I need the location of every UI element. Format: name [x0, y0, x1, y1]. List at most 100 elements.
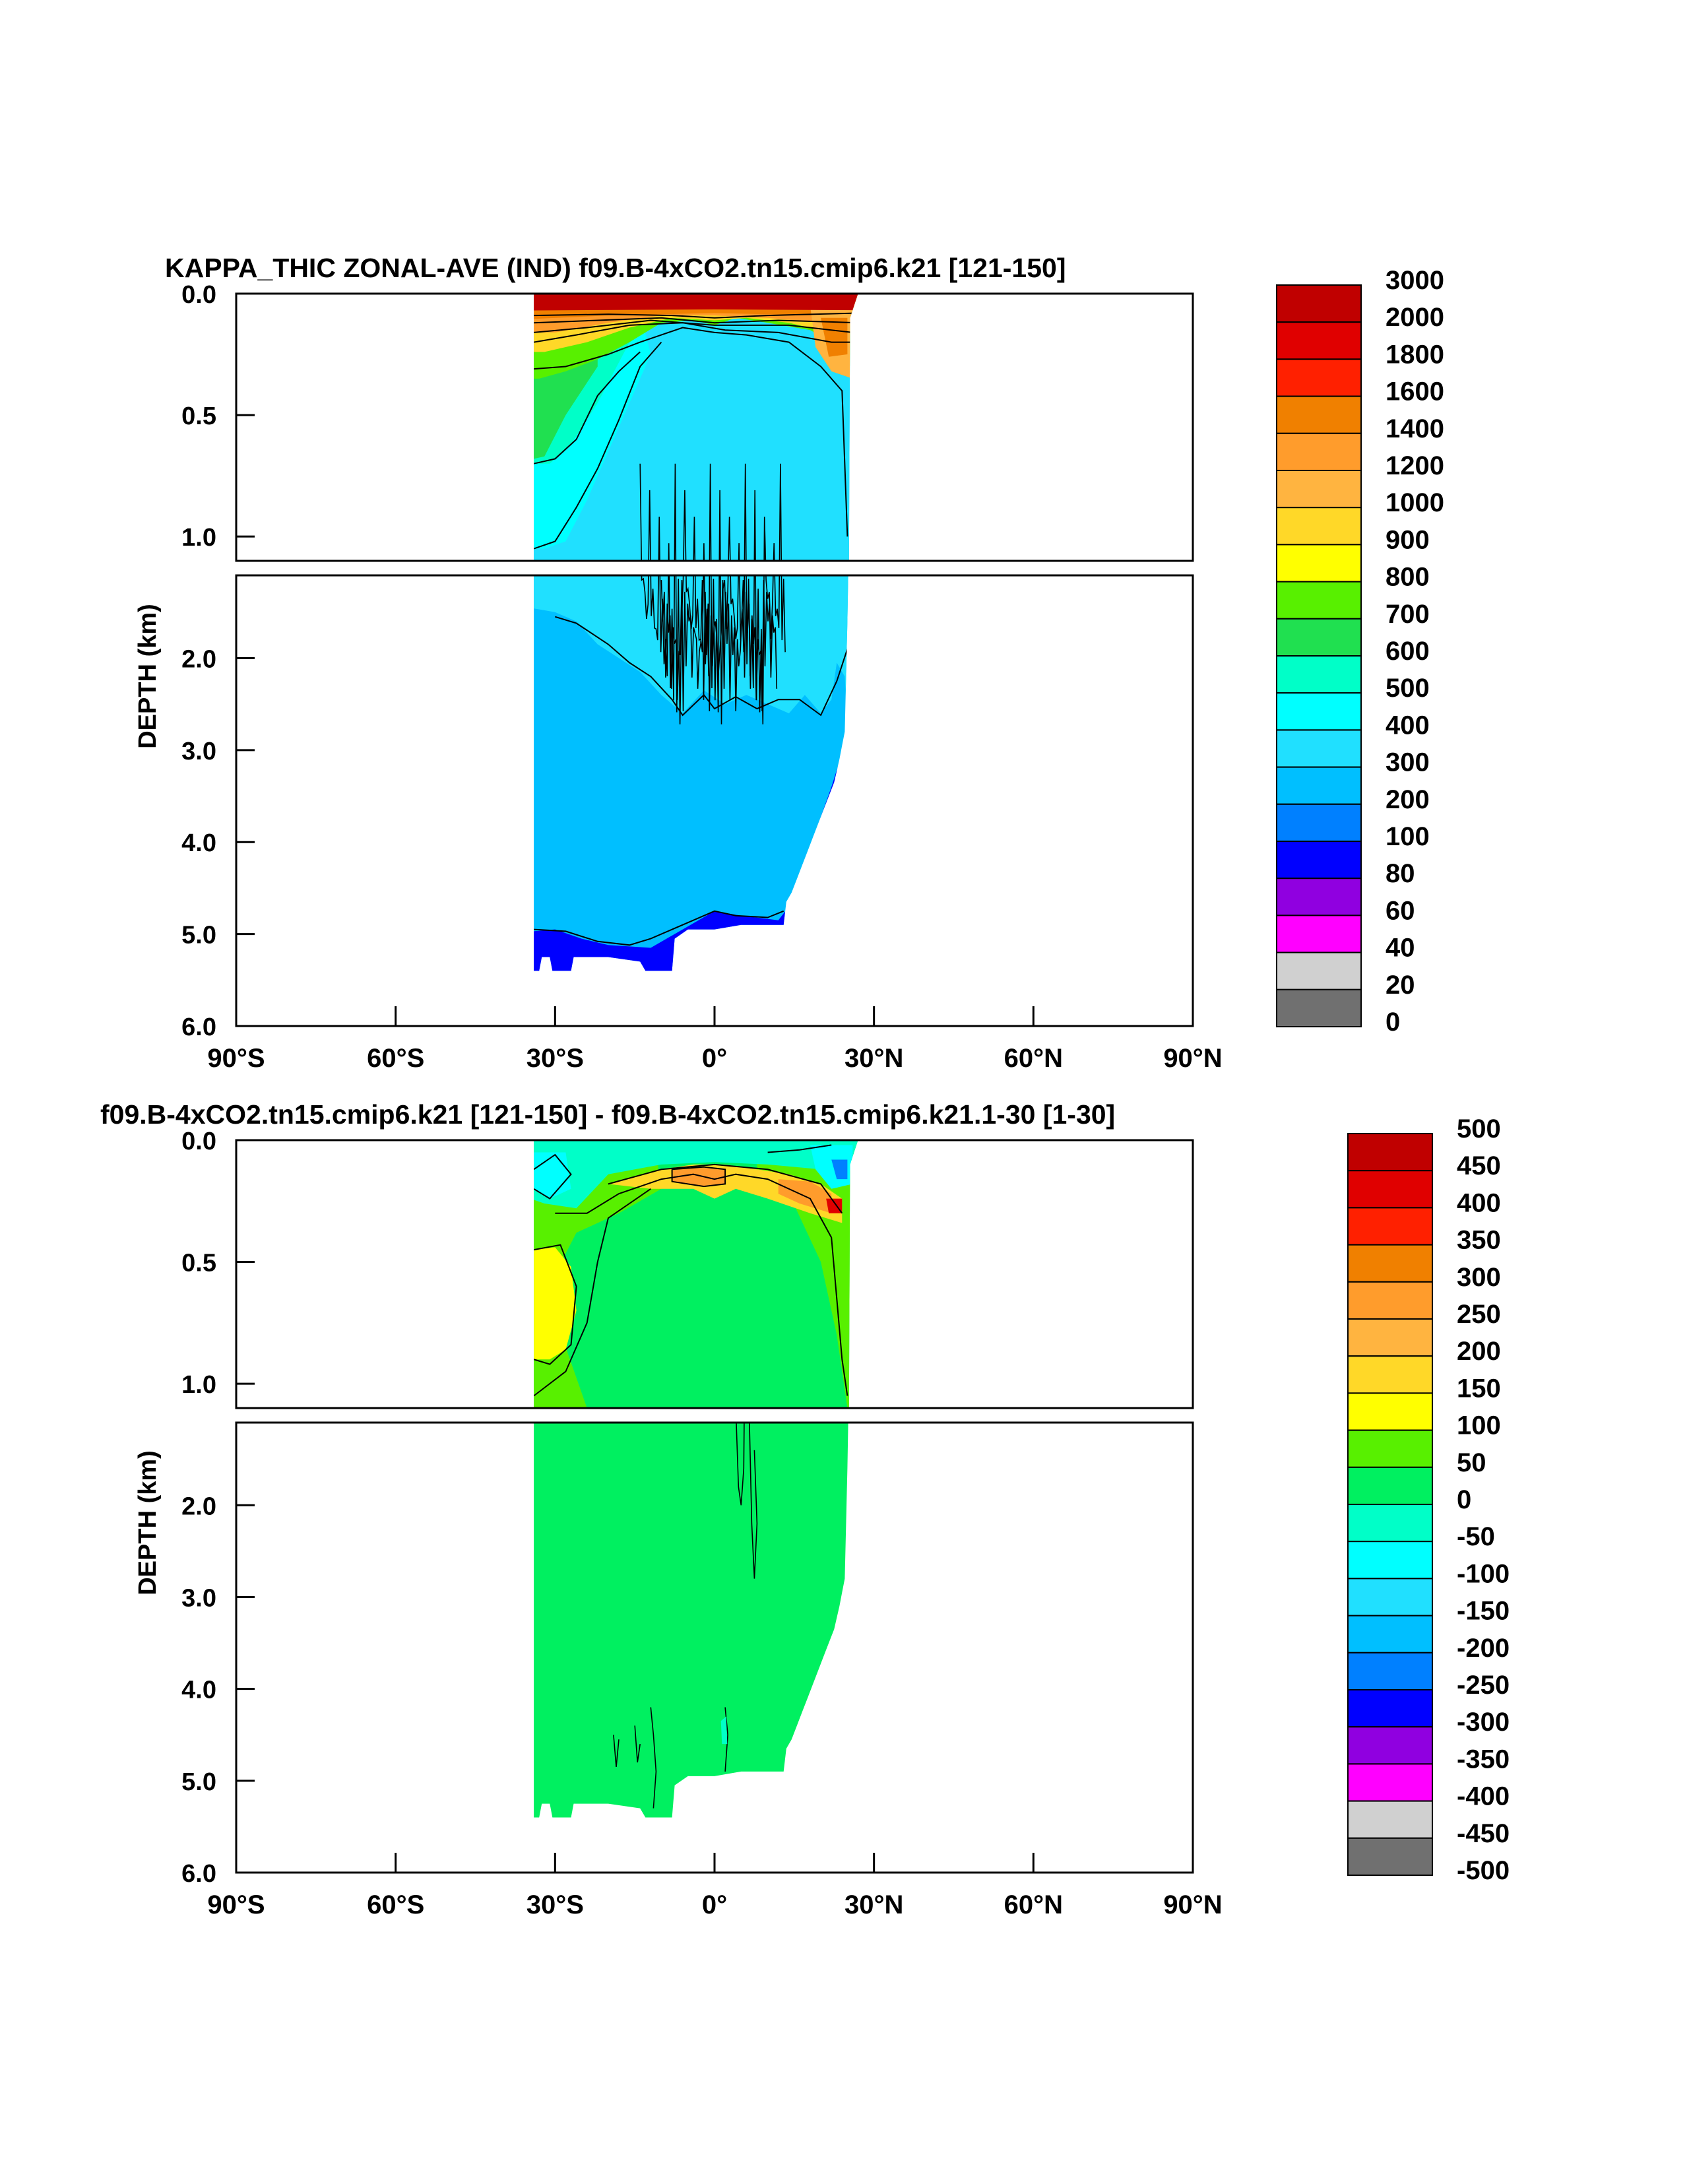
colorbar-swatch [1347, 1466, 1433, 1506]
x-tick-label: 90°S [207, 1890, 265, 1919]
chart-title: KAPPA_THIC ZONAL-AVE (IND) f09.B-4xCO2.t… [165, 253, 1066, 283]
colorbar-label: 1400 [1386, 414, 1444, 443]
colorbar-swatch [1347, 1837, 1433, 1877]
x-axis: 90°S 60°S 30°S 0° 30°N 60°N 90°N [207, 1853, 1223, 1919]
contour-line [534, 351, 641, 465]
x-tick-label: 60°N [1004, 1890, 1063, 1919]
x-tick-label: 60°S [367, 1890, 424, 1919]
colorbar-label: 250 [1457, 1300, 1501, 1329]
y-axis: 0.0 0.5 1.0 2.0 3.0 4.0 5.0 6.0 [181, 1128, 255, 1888]
y-tick-label: 0.0 [181, 281, 216, 309]
contour-line [534, 1153, 572, 1200]
contour-line [767, 1144, 832, 1153]
region-equator-max [672, 1167, 726, 1187]
y-axis-label: DEPTH (km) [134, 1450, 162, 1595]
colorbar-label: 50 [1457, 1448, 1486, 1477]
colorbar-label: -200 [1457, 1634, 1510, 1663]
colorbar-swatch [1347, 1392, 1433, 1431]
colorbar-label: 1800 [1386, 340, 1444, 369]
contour-field-2 [534, 1140, 858, 1818]
colorbar-label: 60 [1386, 896, 1415, 925]
y-tick-label: 1.0 [181, 1371, 216, 1399]
colorbar-swatch [1276, 915, 1362, 953]
colorbar-label: 900 [1386, 525, 1430, 554]
colorbar-label: 80 [1386, 859, 1415, 888]
y-tick-label: 4.0 [181, 1677, 216, 1704]
colorbar-label: 2000 [1386, 303, 1444, 332]
y-tick-label: 2.0 [181, 645, 216, 673]
colorbar-swatch [1276, 655, 1362, 694]
region-surface-layer [534, 294, 858, 311]
colorbar-swatch [1276, 358, 1362, 397]
y-tick-label: 4.0 [181, 829, 216, 857]
colorbar-swatch [1347, 1726, 1433, 1765]
colorbar-swatch [1276, 878, 1362, 916]
colorbar-swatch [1276, 284, 1362, 323]
colorbar-label: -50 [1457, 1522, 1495, 1551]
panel-gap [236, 1408, 1193, 1423]
colorbar-swatch [1347, 1281, 1433, 1320]
x-tick-label: 90°N [1163, 1890, 1222, 1919]
colorbar-label: -300 [1457, 1708, 1510, 1737]
colorbar-label: 350 [1457, 1226, 1501, 1255]
contour-line [748, 1407, 758, 1579]
contour-line [534, 341, 662, 550]
colorbar-label: -150 [1457, 1597, 1510, 1626]
colorbar-swatch [1276, 692, 1362, 731]
colorbar-1: 3000200018001600140012001000900800700600… [1276, 266, 1444, 1037]
contour-line [634, 1725, 641, 1763]
chart-2: f09.B-4xCO2.tn15.cmip6.k21 [121-150] - f… [100, 1099, 1223, 1919]
colorbar-label: 100 [1457, 1411, 1501, 1440]
contour-line-noise [639, 463, 786, 724]
x-tick-label: 30°N [844, 1044, 903, 1073]
contour-line [650, 1707, 657, 1809]
colorbar-label: 400 [1386, 711, 1430, 740]
colorbar-label: 40 [1386, 934, 1415, 963]
colorbar-swatch [1276, 803, 1362, 843]
region-east-neg-core [831, 1159, 848, 1180]
colorbar-swatch [1347, 1355, 1433, 1394]
colorbar-label: 200 [1457, 1337, 1501, 1366]
colorbar-swatch [1276, 729, 1362, 768]
colorbar-swatch [1347, 1615, 1433, 1654]
x-tick-label: 30°S [526, 1890, 584, 1919]
colorbar-swatch [1347, 1800, 1433, 1839]
colorbar-swatch [1347, 1763, 1433, 1802]
y-tick-label: 0.0 [181, 1128, 216, 1155]
region-thermocline-max [608, 1164, 843, 1223]
colorbar-swatch [1347, 1504, 1433, 1543]
y-axis-label: DEPTH (km) [134, 604, 162, 749]
x-axis: 90°S 60°S 30°S 0° 30°N 60°N 90°N [207, 1006, 1223, 1073]
contour-lines-1 [534, 312, 858, 946]
contour-line [608, 1163, 843, 1214]
colorbar-swatch [1276, 544, 1362, 583]
colorbar-swatch [1347, 1207, 1433, 1246]
colorbar-label: -250 [1457, 1671, 1510, 1700]
colorbar-swatch [1276, 766, 1362, 805]
colorbar-swatch [1347, 1541, 1433, 1580]
colorbar-label: 20 [1386, 971, 1415, 1000]
x-tick-label: 90°N [1163, 1044, 1222, 1073]
colorbar-swatch [1276, 951, 1362, 990]
panel-gap [236, 561, 1193, 575]
colorbar-label: 450 [1457, 1151, 1501, 1180]
colorbar-label: 600 [1386, 637, 1430, 666]
y-tick-label: 6.0 [181, 1013, 216, 1041]
colorbar-swatch [1347, 1318, 1433, 1357]
x-tick-label: 0° [702, 1044, 727, 1073]
region-southern-flank [534, 1247, 577, 1360]
colorbar-label: 700 [1386, 600, 1430, 629]
colorbar-label: 0 [1457, 1485, 1471, 1514]
upper-panel-frame [235, 1139, 1194, 1409]
colorbar-label: -100 [1457, 1559, 1510, 1588]
colorbar-swatch [1347, 1244, 1433, 1283]
colorbar-label: -500 [1457, 1856, 1510, 1885]
colorbar-swatch [1276, 507, 1362, 546]
colorbar-label: 800 [1386, 563, 1430, 592]
x-tick-label: 60°N [1004, 1044, 1063, 1073]
colorbar-label: -450 [1457, 1819, 1510, 1848]
colorbar-label: 1600 [1386, 377, 1444, 406]
contour-line [534, 327, 848, 537]
colorbar-swatch [1347, 1689, 1433, 1728]
colorbar-label: 500 [1386, 674, 1430, 703]
